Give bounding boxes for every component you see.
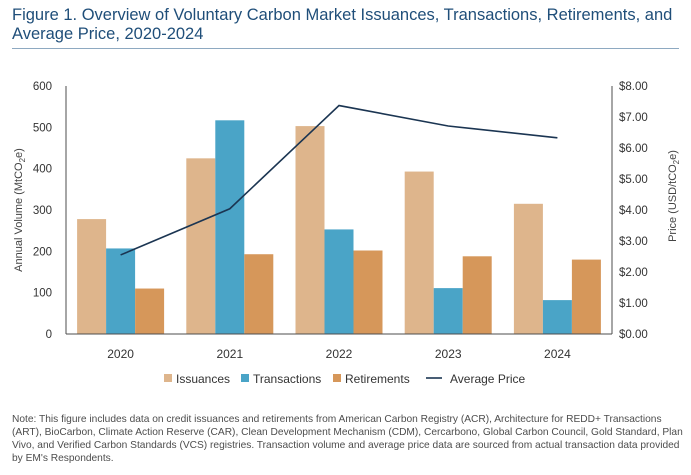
chart-title: Figure 1. Overview of Voluntary Carbon M… xyxy=(12,6,673,43)
y2-tick-label: $1.00 xyxy=(619,298,648,310)
y2-tick-label: $6.00 xyxy=(619,143,648,155)
retirements-bar xyxy=(244,254,274,334)
issuances-bar xyxy=(295,126,325,335)
y-tick-label: 400 xyxy=(33,164,52,176)
issuances-bar xyxy=(186,158,216,334)
y2-tick-label: $2.00 xyxy=(619,267,648,279)
legend-label-issuances: Issuances xyxy=(176,372,230,386)
y-axis-label: Annual Volume (MtCO2e) xyxy=(13,148,27,272)
y-tick-label: 500 xyxy=(33,122,52,134)
x-tick-label: 2022 xyxy=(326,347,353,361)
transactions-bar xyxy=(215,120,245,334)
y-tick-label: 100 xyxy=(33,288,52,300)
y2-tick-label: $5.00 xyxy=(619,174,648,186)
transactions-bar xyxy=(324,229,354,334)
retirements-bar xyxy=(353,250,383,334)
retirements-bar xyxy=(135,288,165,334)
issuances-bar xyxy=(513,203,543,334)
y-tick-label: 0 xyxy=(46,329,52,341)
legend-swatch-transactions xyxy=(241,374,249,382)
legend-label-transactions: Transactions xyxy=(253,372,321,386)
title-divider xyxy=(12,48,679,49)
figure-note: Note: This figure includes data on credi… xyxy=(12,414,683,464)
combo-chart: 0 100 200 300 400 500 600 $0.00 $1.00 $2.00 $3.00 $… xyxy=(13,81,681,386)
y2-tick-label: $8.00 xyxy=(619,81,648,93)
x-tick-label: 2024 xyxy=(544,347,571,361)
x-tick-label: 2023 xyxy=(435,347,462,361)
y2-tick-label: $7.00 xyxy=(619,112,648,124)
y-tick-label: 200 xyxy=(33,246,52,258)
bar-layer xyxy=(77,120,601,335)
legend-swatch-retirements xyxy=(333,374,341,382)
transactions-bar xyxy=(433,288,463,334)
legend-label-retirements: Retirements xyxy=(345,372,410,386)
axes-layer: 0 100 200 300 400 500 600 $0.00 $1.00 $2.00 $3.00 $… xyxy=(13,81,681,361)
x-tick-label: 2020 xyxy=(107,347,134,361)
y-tick-label: 300 xyxy=(33,205,52,217)
legend-swatch-issuances xyxy=(164,374,172,382)
y2-axis-label: Price (USD/tCO2e) xyxy=(667,150,681,242)
issuances-bar xyxy=(404,171,434,334)
retirements-bar xyxy=(571,259,601,334)
transactions-bar xyxy=(542,300,572,334)
transactions-bar xyxy=(106,248,136,334)
retirements-bar xyxy=(462,256,492,334)
legend-label-average-price: Average Price xyxy=(450,372,525,386)
legend: Issuances Transactions Retirements Average … xyxy=(164,372,525,386)
issuances-bar xyxy=(77,219,107,334)
y2-tick-label: $4.00 xyxy=(619,205,648,217)
x-tick-label: 2021 xyxy=(216,347,243,361)
y2-tick-label: $0.00 xyxy=(619,329,648,341)
y-tick-label: 600 xyxy=(33,81,52,93)
y2-tick-label: $3.00 xyxy=(619,236,648,248)
line-layer xyxy=(120,104,558,256)
